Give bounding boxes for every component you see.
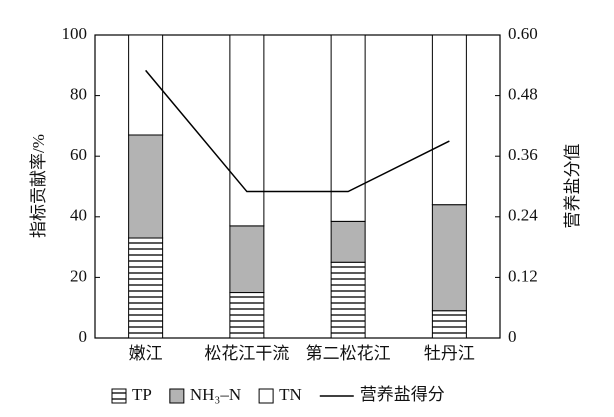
y-tick-label: 40 (70, 206, 87, 225)
y-axis-label: 指标贡献率/% (29, 134, 48, 238)
legend-label: 营养盐得分 (360, 385, 445, 404)
legend-label: NH₃–N (190, 385, 241, 404)
bar-segment (128, 134, 164, 239)
y2-tick-label: 0.36 (508, 145, 538, 164)
legend-label: TN (279, 385, 302, 404)
plot-frame (94, 34, 501, 339)
x-tick-label: 牡丹江 (424, 344, 475, 363)
bar-segment (229, 225, 265, 294)
line-series (145, 69, 450, 193)
x-tick-label: 嫩江 (129, 344, 163, 363)
y-tick-label: 20 (70, 266, 87, 285)
bar-segment (128, 237, 164, 339)
bar-segment (330, 261, 366, 339)
x-tick-label: 第二松花江 (306, 344, 391, 363)
bar-segment (330, 220, 366, 263)
legend-label: TP (132, 385, 152, 404)
y2-tick-label: 0 (508, 327, 517, 346)
y2-tick-label: 0.12 (508, 266, 538, 285)
y-tick-label: 100 (62, 24, 88, 43)
y-tick-label: 0 (79, 327, 88, 346)
bar-segment (330, 34, 366, 222)
bar-segment (229, 34, 265, 227)
y2-tick-label: 0.24 (508, 206, 538, 225)
legend-swatch (258, 388, 274, 404)
y2-axis-label: 营养盐分值 (563, 144, 582, 229)
bar-segment (431, 34, 467, 206)
bar-segment (431, 310, 467, 339)
legend-swatch (111, 388, 127, 404)
y2-tick-label: 0.60 (508, 24, 538, 43)
legend-swatch (169, 388, 185, 404)
y2-tick-label: 0.48 (508, 85, 538, 104)
x-tick-label: 松花江干流 (204, 344, 289, 363)
bar-segment (431, 204, 467, 312)
y-tick-label: 60 (70, 145, 87, 164)
bar-segment (229, 292, 265, 339)
y-tick-label: 80 (70, 85, 87, 104)
